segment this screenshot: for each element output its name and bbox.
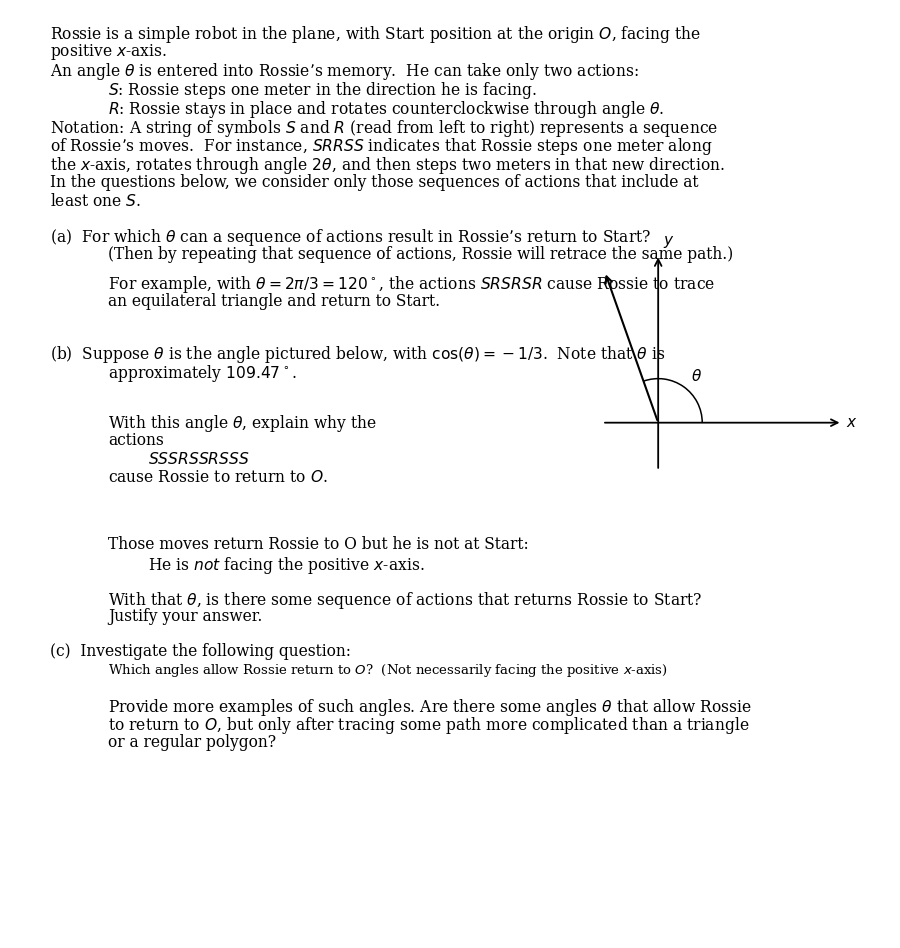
Text: $SSSRSSRSSS$: $SSSRSSRSSS$ <box>148 450 250 467</box>
Text: an equilateral triangle and return to Start.: an equilateral triangle and return to St… <box>108 293 440 310</box>
Text: of Rossie’s moves.  For instance, $SRRSS$ indicates that Rossie steps one meter : of Rossie’s moves. For instance, $SRRSS$… <box>50 137 712 157</box>
Text: An angle $\theta$ is entered into Rossie’s memory.  He can take only two actions: An angle $\theta$ is entered into Rossie… <box>50 62 638 82</box>
Text: (a)  For which $\theta$ can a sequence of actions result in Rossie’s return to S: (a) For which $\theta$ can a sequence of… <box>50 228 651 248</box>
Text: (c)  Investigate the following question:: (c) Investigate the following question: <box>50 643 350 660</box>
Text: With this angle $\theta$, explain why the: With this angle $\theta$, explain why th… <box>108 413 377 434</box>
Text: Justify your answer.: Justify your answer. <box>108 609 263 626</box>
Text: $x$: $x$ <box>846 415 858 429</box>
Text: $S$: Rossie steps one meter in the direction he is facing.: $S$: Rossie steps one meter in the direc… <box>108 80 536 101</box>
Text: In the questions below, we consider only those sequences of actions that include: In the questions below, we consider only… <box>50 173 698 191</box>
Text: (b)  Suppose $\theta$ is the angle pictured below, with $\cos(\theta) = -1/3$.  : (b) Suppose $\theta$ is the angle pictur… <box>50 344 665 365</box>
Text: With that $\theta$, is there some sequence of actions that returns Rossie to Sta: With that $\theta$, is there some sequen… <box>108 590 703 611</box>
Text: (Then by repeating that sequence of actions, Rossie will retrace the same path.): (Then by repeating that sequence of acti… <box>108 246 734 264</box>
Text: to return to $O$, but only after tracing some path more complicated than a trian: to return to $O$, but only after tracing… <box>108 716 750 737</box>
Text: Those moves return Rossie to O but he is not at Start:: Those moves return Rossie to O but he is… <box>108 537 529 553</box>
Text: cause Rossie to return to $O$.: cause Rossie to return to $O$. <box>108 469 328 486</box>
Text: positive $x$-axis.: positive $x$-axis. <box>50 43 166 63</box>
Text: least one $S$.: least one $S$. <box>50 192 140 210</box>
Text: Provide more examples of such angles. Are there some angles $\theta$ that allow : Provide more examples of such angles. Ar… <box>108 697 752 718</box>
Text: Which angles allow Rossie return to $O$?  (Not necessarily facing the positive $: Which angles allow Rossie return to $O$?… <box>108 662 668 679</box>
Text: or a regular polygon?: or a regular polygon? <box>108 734 276 751</box>
Text: the $x$-axis, rotates through angle $2\theta$, and then steps two meters in that: the $x$-axis, rotates through angle $2\t… <box>50 155 724 176</box>
Text: Notation: A string of symbols $S$ and $R$ (read from left to right) represents a: Notation: A string of symbols $S$ and $R… <box>50 118 717 138</box>
Text: $R$: Rossie stays in place and rotates counterclockwise through angle $\theta$.: $R$: Rossie stays in place and rotates c… <box>108 99 664 119</box>
Text: For example, with $\theta = 2\pi/3 = 120^\circ$, the actions $SRSRSR$ cause Ross: For example, with $\theta = 2\pi/3 = 120… <box>108 274 716 295</box>
Text: $\theta$: $\theta$ <box>691 368 703 384</box>
Text: actions: actions <box>108 432 164 449</box>
Text: He is $\it{not}$ facing the positive $x$-axis.: He is $\it{not}$ facing the positive $x$… <box>148 555 425 575</box>
Text: $y$: $y$ <box>663 234 675 250</box>
Text: Rossie is a simple robot in the plane, with Start position at the origin $O$, fa: Rossie is a simple robot in the plane, w… <box>50 24 700 45</box>
Text: approximately $109.47^\circ$.: approximately $109.47^\circ$. <box>108 362 297 384</box>
